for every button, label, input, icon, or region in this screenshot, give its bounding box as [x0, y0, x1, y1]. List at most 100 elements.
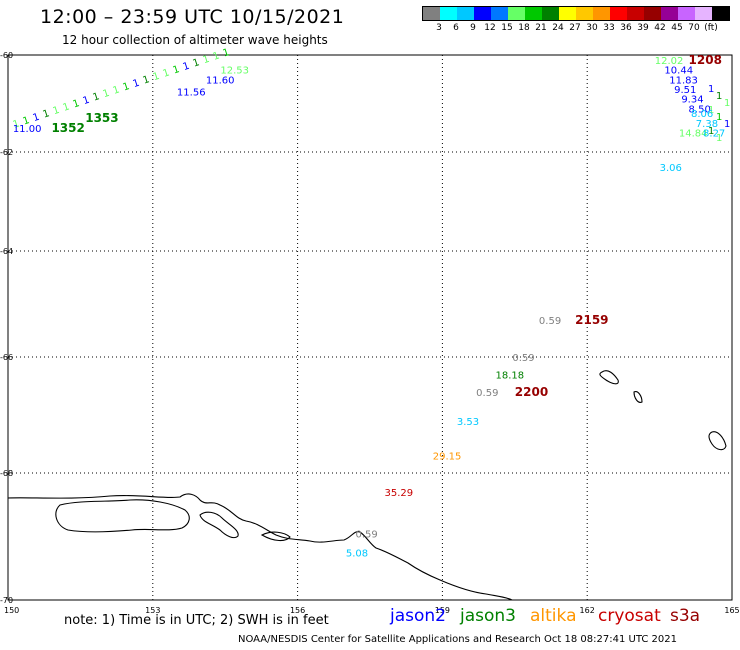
legend-swatch	[457, 7, 474, 20]
balleny-island-outline	[708, 431, 727, 451]
lon-tick-label: 156	[290, 606, 305, 615]
swath-mark: 1	[132, 78, 141, 90]
swath-mark: 1	[152, 71, 161, 83]
time-stamp-label: 2159	[575, 313, 608, 327]
ice-shelf-outline	[55, 499, 190, 533]
legend-swatch	[593, 7, 610, 20]
balleny-island-outline	[633, 391, 643, 403]
swath-mark: 1	[716, 112, 722, 123]
legend-tick-label: 3	[436, 23, 442, 33]
legend-swatch	[508, 7, 525, 20]
swath-mark: 1	[716, 91, 722, 102]
swath-mark: 1	[172, 64, 181, 76]
swath-mark: 1	[724, 119, 730, 130]
swath-mark: 1	[222, 47, 231, 59]
swath-mark: 1	[708, 126, 714, 137]
map-title: 12:00 – 23:59 UTC 10/15/2021	[40, 6, 345, 28]
small-island-outline	[260, 531, 291, 542]
wave-height-label: 29.15	[433, 452, 462, 463]
wave-height-label: 0.59	[512, 353, 534, 364]
wave-height-label: 3.06	[660, 163, 682, 174]
wave-height-label: 9.51	[674, 85, 696, 96]
wave-height-label: 5.08	[346, 548, 368, 559]
wave-height-label: 11.56	[177, 87, 206, 98]
wave-height-label: 8.06	[691, 109, 713, 120]
satellite-cryosat: cryosat	[598, 606, 661, 626]
legend-swatch	[440, 7, 457, 20]
lon-tick-label: 150	[4, 606, 19, 615]
legend-tick-labels: 3 6 9 12 15 18 21 24 27 30 33 36 39 42 45 70 (ft)	[422, 21, 730, 33]
legend-tick-label: 70	[688, 23, 700, 33]
wave-height-label: 3.53	[457, 417, 479, 428]
legend-tick-label: 18	[518, 23, 530, 33]
legend-tick-label: 6	[453, 23, 459, 33]
swath-mark: 1	[12, 118, 21, 130]
wave-height-label: 12.53	[220, 66, 249, 77]
satellite-s3a: s3a	[670, 606, 701, 626]
legend-tick-label: 9	[470, 23, 476, 33]
legend-tick-label: 39	[637, 23, 649, 33]
swath-mark: 1	[708, 105, 714, 116]
wave-height-label: 8.27	[703, 129, 725, 140]
lat-tick-label: -60	[0, 51, 13, 60]
legend-swatches	[422, 6, 730, 21]
ice-tongue-outline	[199, 511, 239, 539]
antarctic-coastline	[7, 493, 513, 601]
legend-swatch	[712, 7, 729, 20]
swath-mark: 1	[142, 74, 151, 86]
wave-height-label: 11.00	[13, 124, 42, 135]
lat-tick-label: -68	[0, 469, 13, 478]
legend-swatch	[423, 7, 440, 20]
time-stamp-label: 1352	[51, 121, 84, 135]
satellite-altika: altika	[530, 606, 577, 626]
legend-tick-label: 30	[586, 23, 598, 33]
lat-tick-label: -70	[0, 596, 13, 605]
swath-mark: 1	[82, 95, 91, 107]
legend-tick-label: 45	[671, 23, 683, 33]
satellite-jason3: jason3	[460, 606, 516, 626]
legend-tick-label: 21	[535, 23, 547, 33]
swath-mark: 1	[122, 81, 131, 93]
swath-mark: 1	[716, 133, 722, 144]
color-legend: 3 6 9 12 15 18 21 24 27 30 33 36 39 42 45 70 (ft)	[422, 6, 730, 33]
legend-swatch	[525, 7, 542, 20]
legend-swatch	[610, 7, 627, 20]
legend-swatch	[491, 7, 508, 20]
lat-tick-label: -66	[0, 353, 13, 362]
legend-swatch	[559, 7, 576, 20]
wave-height-label: 7.38	[696, 119, 718, 130]
legend-swatch	[695, 7, 712, 20]
swath-mark: 1	[72, 98, 81, 110]
swath-mark: 1	[52, 105, 61, 117]
swath-mark: 1	[32, 112, 41, 124]
lon-tick-label: 159	[435, 606, 450, 615]
footer-note: note: 1) Time is in UTC; 2) SWH is in fe…	[64, 613, 329, 628]
legend-swatch	[678, 7, 695, 20]
wave-height-label: 12.02	[655, 56, 684, 67]
time-stamp-label: 2200	[515, 385, 548, 399]
swath-mark: 1	[22, 115, 31, 127]
lon-tick-label: 165	[724, 606, 739, 615]
lat-tick-label: -64	[0, 247, 13, 256]
swath-mark: 1	[724, 98, 730, 109]
wave-height-label: 11.60	[206, 75, 235, 86]
legend-tick-label: 42	[654, 23, 666, 33]
map-frame	[7, 54, 733, 601]
swath-mark: 1	[202, 54, 211, 66]
legend-swatch	[542, 7, 559, 20]
legend-swatch	[474, 7, 491, 20]
lon-tick-label: 162	[580, 606, 595, 615]
swath-mark: 1	[212, 50, 221, 62]
lat-tick-label: -62	[0, 148, 13, 157]
swath-mark: 1	[192, 57, 201, 69]
wave-height-label: 14.84	[679, 129, 708, 140]
legend-swatch	[576, 7, 593, 20]
swath-mark: 1	[162, 67, 171, 79]
wave-height-label: 35.29	[384, 488, 413, 499]
legend-tick-label: 12	[484, 23, 496, 33]
legend-tick-label: 27	[569, 23, 581, 33]
wave-height-label: 9.34	[681, 95, 703, 106]
wave-height-label: 0.59	[356, 529, 378, 540]
legend-tick-label: 24	[552, 23, 564, 33]
